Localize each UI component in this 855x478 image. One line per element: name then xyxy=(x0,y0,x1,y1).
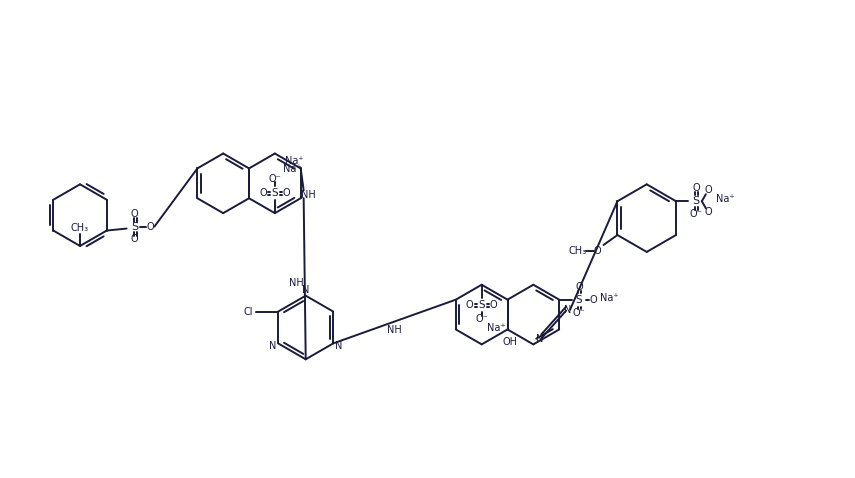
Text: Na⁺: Na⁺ xyxy=(284,164,302,174)
Text: O: O xyxy=(705,185,712,196)
Text: O: O xyxy=(692,183,699,193)
Text: O: O xyxy=(283,188,291,198)
Text: NH: NH xyxy=(387,326,402,336)
Text: Na⁺: Na⁺ xyxy=(487,324,506,334)
Text: CH₃: CH₃ xyxy=(569,246,587,256)
Text: NH: NH xyxy=(301,190,316,200)
Text: Na⁺: Na⁺ xyxy=(716,194,735,204)
Text: OH: OH xyxy=(503,337,517,348)
Text: O: O xyxy=(131,235,139,245)
Text: O: O xyxy=(490,300,498,310)
Text: N: N xyxy=(302,285,310,295)
Text: O: O xyxy=(705,207,712,217)
Text: NH: NH xyxy=(289,278,304,288)
Text: O⁻: O⁻ xyxy=(573,307,586,317)
Text: S: S xyxy=(131,222,139,231)
Text: O⁻: O⁻ xyxy=(475,314,488,324)
Text: Cl: Cl xyxy=(244,306,253,316)
Text: S: S xyxy=(575,294,582,304)
Text: Na⁺: Na⁺ xyxy=(286,156,304,166)
Text: O: O xyxy=(131,209,139,218)
Text: S: S xyxy=(272,188,278,198)
Text: O: O xyxy=(575,282,583,292)
Text: N: N xyxy=(564,304,572,315)
Text: O⁻: O⁻ xyxy=(689,209,702,219)
Text: S: S xyxy=(693,196,699,206)
Text: N: N xyxy=(335,341,342,351)
Text: O: O xyxy=(147,222,154,231)
Text: O⁻: O⁻ xyxy=(268,174,281,185)
Text: N: N xyxy=(535,335,543,345)
Text: O: O xyxy=(593,246,601,256)
Text: Na⁺: Na⁺ xyxy=(599,293,618,303)
Text: S: S xyxy=(478,300,485,310)
Text: O: O xyxy=(259,188,267,198)
Text: O: O xyxy=(589,294,597,304)
Text: CH₃: CH₃ xyxy=(71,223,89,233)
Text: O: O xyxy=(466,300,474,310)
Text: N: N xyxy=(269,341,277,351)
